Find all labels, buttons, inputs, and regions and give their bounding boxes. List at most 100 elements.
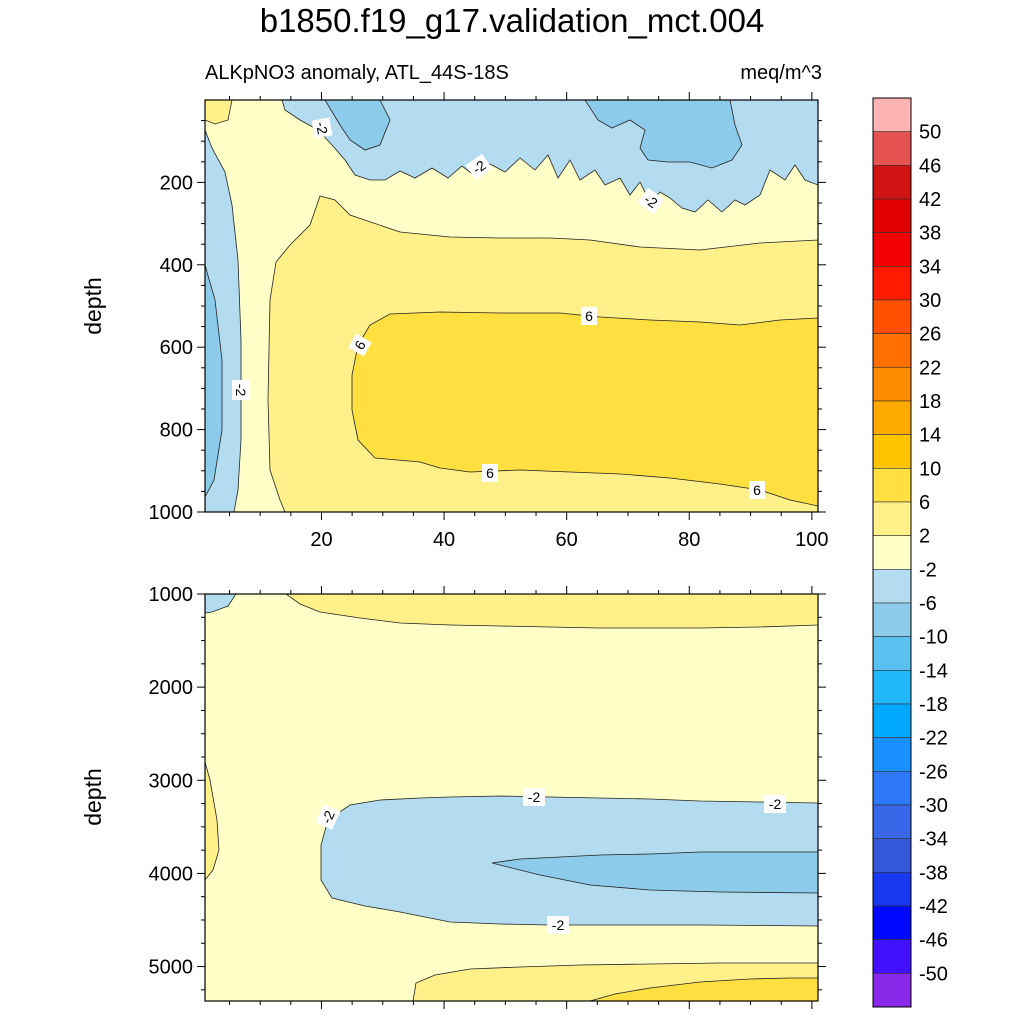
upper-contour-label-5: 6 bbox=[585, 308, 593, 324]
colorbar-swatch bbox=[872, 602, 912, 637]
colorbar-label: -10 bbox=[919, 627, 948, 649]
lower-y-tick-label: 3000 bbox=[149, 770, 194, 792]
colorbar-swatch bbox=[872, 198, 912, 233]
lower-contour-label-bg-3 bbox=[547, 916, 569, 934]
upper-panel bbox=[205, 100, 818, 512]
lower-contour-labels: -2 -2 -2 -2 bbox=[315, 788, 786, 934]
colorbar-swatch bbox=[872, 771, 912, 806]
colorbar-label: -46 bbox=[919, 930, 948, 952]
lower-region-2-6-west bbox=[205, 761, 220, 881]
upper-contour-label-bg-0 bbox=[311, 117, 333, 139]
upper-region-2-6-speck bbox=[205, 100, 233, 125]
lower-contour-label-1: -2 bbox=[528, 789, 541, 805]
colorbar-label: -26 bbox=[919, 761, 948, 783]
colorbar-label: -50 bbox=[919, 963, 948, 985]
upper-region-neg2-2 bbox=[205, 100, 818, 512]
upper-x-tick-label: 20 bbox=[310, 529, 332, 551]
colorbar-swatch bbox=[872, 299, 912, 334]
colorbar-label: -2 bbox=[919, 559, 937, 581]
colorbar-swatch bbox=[872, 468, 912, 503]
colorbar-swatch bbox=[872, 973, 912, 1008]
colorbar-label: -34 bbox=[919, 829, 948, 851]
colorbar-swatch bbox=[872, 165, 912, 200]
colorbar-swatch bbox=[872, 670, 912, 705]
lower-region-neg10-neg6 bbox=[491, 851, 818, 894]
upper-y-tick-label: 1000 bbox=[149, 502, 194, 524]
lower-axes: 1000 2000 3000 4000 5000 bbox=[149, 584, 826, 1009]
upper-contour-label-6: 6 bbox=[486, 465, 494, 481]
colorbar-swatch bbox=[872, 434, 912, 469]
colorbar-label: 18 bbox=[919, 391, 941, 413]
lower-contour-label-3: -2 bbox=[552, 917, 565, 933]
colorbar-swatch bbox=[872, 97, 912, 132]
upper-x-tick-label: 80 bbox=[678, 529, 700, 551]
lower-y-tick-label: 1000 bbox=[149, 584, 194, 606]
upper-contour-label-bg-2 bbox=[637, 187, 665, 215]
lower-contour-label-bg-1 bbox=[523, 788, 545, 806]
lower-panel bbox=[205, 594, 818, 1001]
colorbar-swatch bbox=[872, 131, 912, 166]
lower-y-tick-label: 5000 bbox=[149, 957, 194, 979]
upper-region-neg10-neg6-west bbox=[205, 264, 223, 498]
colorbar-label: 50 bbox=[919, 122, 941, 144]
colorbar-label: 42 bbox=[919, 189, 941, 211]
colorbar-label: 26 bbox=[919, 324, 941, 346]
upper-contour-label-bg-1 bbox=[465, 153, 493, 181]
upper-x-tick-label: 40 bbox=[433, 529, 455, 551]
colorbar-label: 2 bbox=[919, 526, 930, 548]
colorbar-label: -6 bbox=[919, 593, 937, 615]
colorbar-swatch bbox=[872, 872, 912, 907]
colorbar-label: -18 bbox=[919, 694, 948, 716]
colorbar-label: 14 bbox=[919, 425, 941, 447]
colorbar: 50 46 42 38 34 30 26 22 18 14 10 6 2 -2 -6 -10 -14 -18 -22… bbox=[872, 97, 948, 1008]
figure-title: b1850.f19_g17.validation_mct.004 bbox=[259, 2, 765, 39]
lower-region-6-10 bbox=[589, 977, 818, 1001]
colorbar-swatch bbox=[872, 569, 912, 604]
colorbar-swatch bbox=[872, 266, 912, 301]
upper-contour-label-bg-6 bbox=[482, 464, 498, 482]
colorbar-swatch bbox=[872, 905, 912, 940]
lower-contour-label-bg-2 bbox=[764, 795, 786, 813]
upper-contour-label-0: -2 bbox=[313, 120, 331, 135]
upper-y-tick-label: 400 bbox=[160, 255, 193, 277]
colorbar-swatch bbox=[872, 501, 912, 536]
colorbar-label: -14 bbox=[919, 660, 948, 682]
upper-region-neg10-neg6-b bbox=[584, 100, 743, 169]
upper-region-neg10-neg6-a bbox=[324, 100, 391, 151]
upper-contour-label-bg-4 bbox=[348, 333, 372, 357]
colorbar-swatch bbox=[872, 400, 912, 435]
lower-y-tick-label: 4000 bbox=[149, 863, 194, 885]
colorbar-swatch bbox=[872, 939, 912, 974]
upper-axes: 20 40 60 80 100 200 400 600 800 1000 bbox=[149, 92, 829, 551]
colorbar-label: 46 bbox=[919, 155, 941, 177]
colorbar-swatch bbox=[872, 703, 912, 738]
colorbar-label: 10 bbox=[919, 458, 941, 480]
colorbar-swatch bbox=[872, 636, 912, 671]
colorbar-label: 38 bbox=[919, 223, 941, 245]
colorbar-swatch bbox=[872, 737, 912, 772]
colorbar-swatch bbox=[872, 232, 912, 267]
colorbar-swatch bbox=[872, 838, 912, 873]
upper-y-tick-label: 200 bbox=[160, 172, 193, 194]
colorbar-label: -38 bbox=[919, 862, 948, 884]
lower-contour-label-bg-0 bbox=[315, 804, 341, 830]
upper-y-axis-label: depth bbox=[80, 277, 106, 335]
colorbar-swatch bbox=[872, 367, 912, 402]
lower-region-neg6-neg2-corner bbox=[205, 594, 237, 614]
variable-subtitle: ALKpNO3 anomaly, ATL_44S-18S bbox=[205, 62, 509, 84]
upper-region-6-10 bbox=[351, 311, 818, 507]
colorbar-swatch bbox=[872, 333, 912, 368]
upper-contour-label-3: -2 bbox=[233, 384, 249, 397]
upper-x-tick-label: 100 bbox=[795, 529, 828, 551]
colorbar-label: -22 bbox=[919, 728, 948, 750]
colorbar-frame bbox=[872, 97, 912, 1008]
upper-contour-labels: -2 -2 -2 -2 6 6 6 6 bbox=[232, 117, 765, 499]
colorbar-label: 34 bbox=[919, 256, 941, 278]
lower-contour-label-2: -2 bbox=[769, 796, 782, 812]
upper-x-tick-label: 60 bbox=[556, 529, 578, 551]
colorbar-label: 6 bbox=[919, 492, 930, 514]
colorbar-swatch bbox=[872, 804, 912, 839]
colorbar-label: -42 bbox=[919, 896, 948, 918]
upper-y-tick-label: 600 bbox=[160, 337, 193, 359]
